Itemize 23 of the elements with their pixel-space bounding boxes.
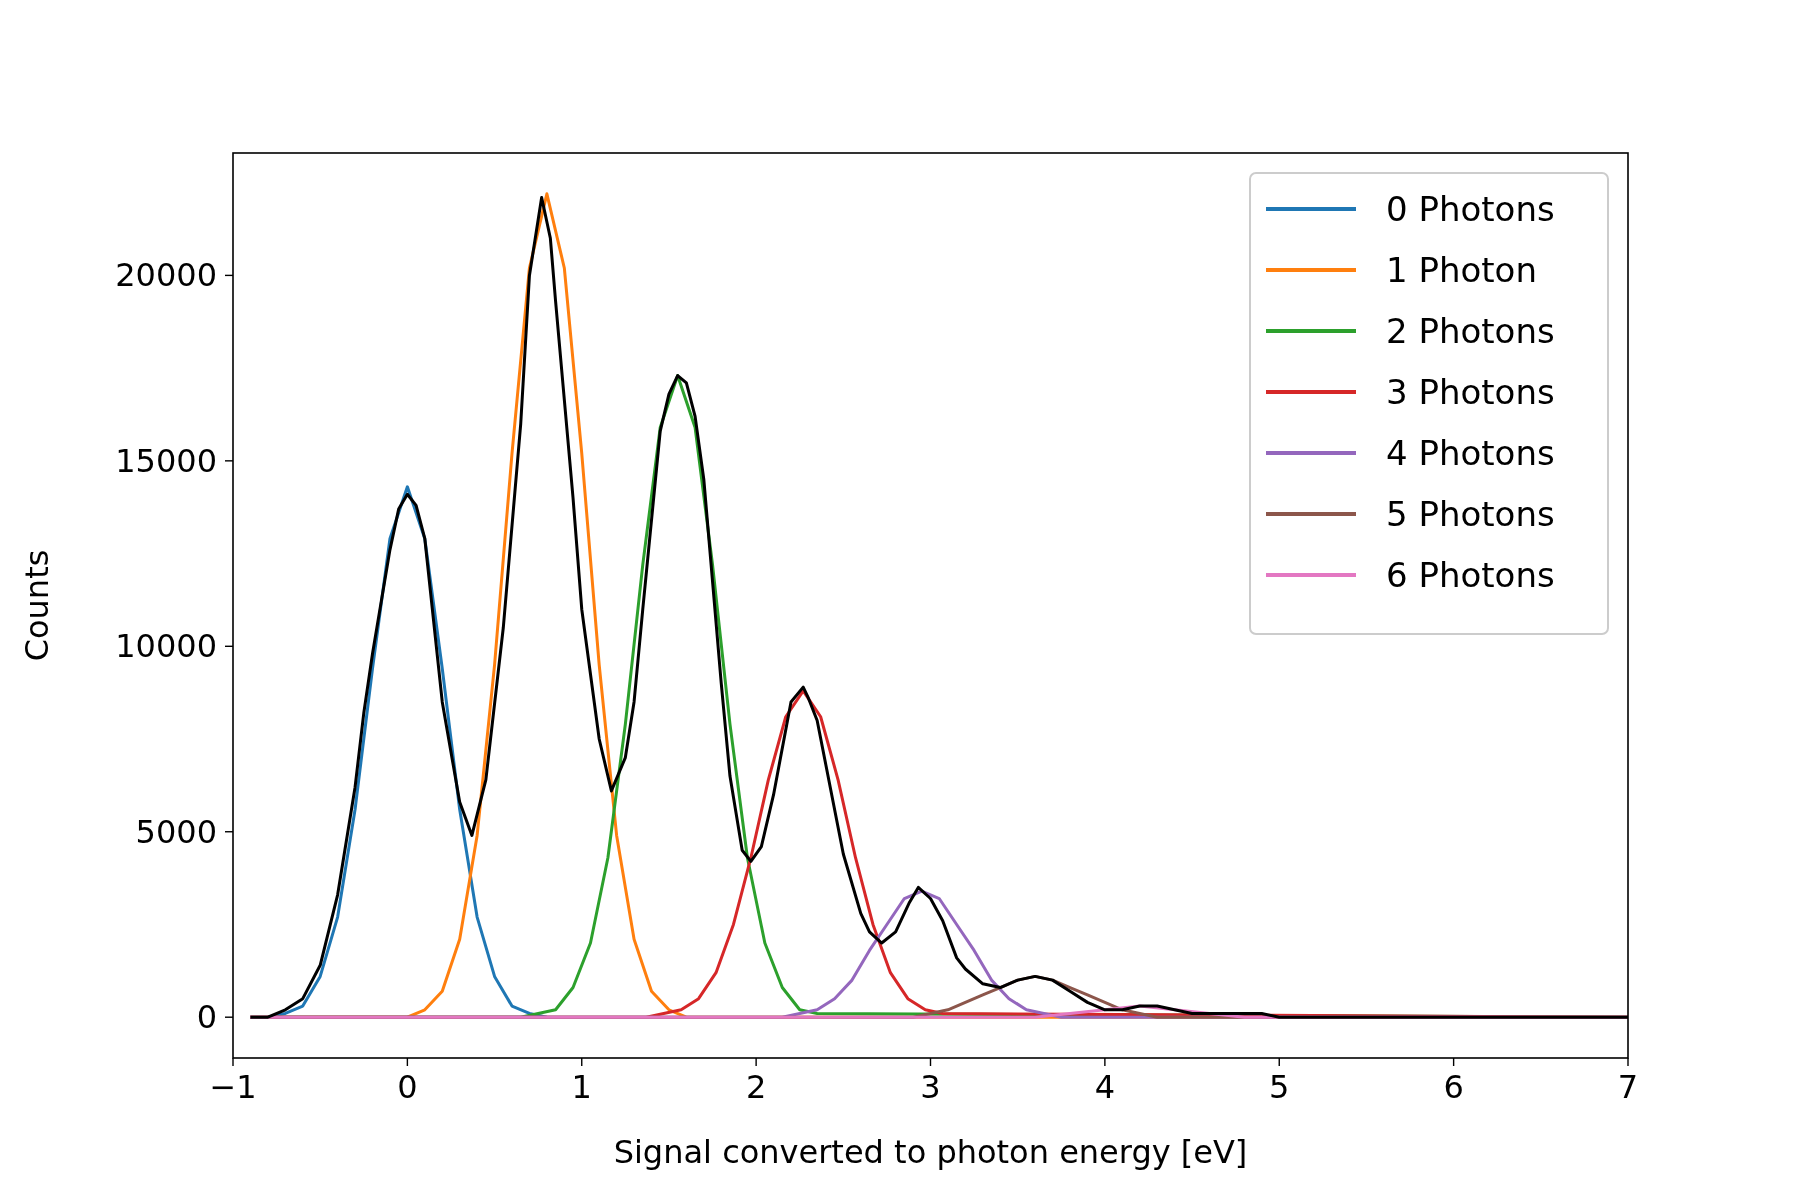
legend-label: 2 Photons	[1386, 311, 1555, 351]
legend-label: 1 Photon	[1386, 250, 1537, 290]
x-tick-label: 1	[571, 1068, 592, 1106]
y-tick-label: 20000	[115, 256, 217, 295]
legend-label: 0 Photons	[1386, 189, 1555, 229]
x-tick-label: 4	[1094, 1068, 1116, 1106]
legend-label: 4 Photons	[1386, 433, 1555, 473]
x-tick-label: −1	[209, 1068, 257, 1106]
y-tick-label: 5000	[135, 812, 217, 851]
legend-label: 3 Photons	[1386, 372, 1555, 412]
x-tick-label: 5	[1269, 1068, 1290, 1106]
y-tick-label: 15000	[115, 441, 217, 480]
x-axis-title: Signal converted to photon energy [eV]	[613, 1133, 1248, 1171]
legend-label: 6 Photons	[1386, 555, 1555, 595]
x-tick-label: 6	[1443, 1068, 1464, 1106]
legend-label: 5 Photons	[1386, 494, 1555, 534]
y-tick-label: 0	[196, 998, 217, 1037]
x-tick-label: 0	[397, 1068, 418, 1106]
y-axis-title: Counts	[18, 549, 56, 662]
x-tick-label: 3	[920, 1068, 941, 1106]
y-tick-label: 10000	[115, 627, 217, 666]
x-tick-label: 2	[745, 1068, 767, 1106]
x-tick-label: 7	[1617, 1068, 1639, 1106]
